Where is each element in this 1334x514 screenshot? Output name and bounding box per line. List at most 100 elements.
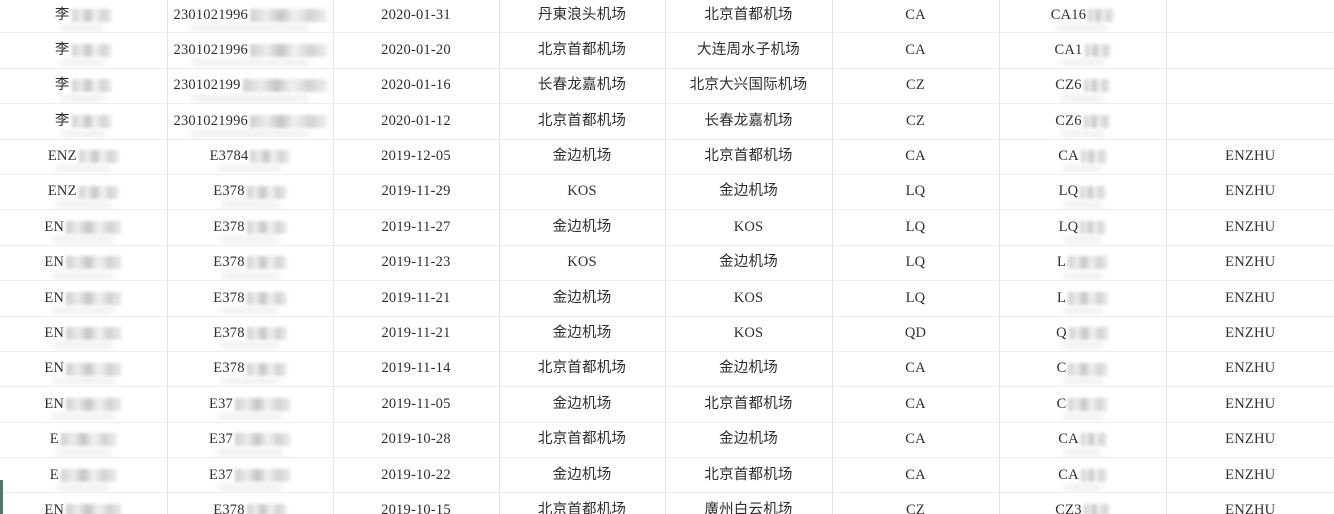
cell-destination: 北京首都机场 [665,457,833,494]
cell-date: 2020-01-31 [333,0,500,34]
cell-name: EN [0,245,168,282]
cell-operator [1166,68,1334,105]
cell-origin: 丹東浪头机场 [499,0,666,34]
cell-operator: ENZHU [1166,139,1334,175]
cell-id-number-text: E378 [213,501,245,514]
cell-date-text: 2020-01-31 [381,6,451,23]
table-row[interactable]: EN E378 2019-11-14 北京首都机场 金边机场 CA C ENZHU [0,351,1334,388]
cell-date: 2019-10-28 [333,422,500,459]
cell-origin-text: 长春龙嘉机场 [537,77,627,94]
cell-flight-no: CZ6 [999,68,1167,105]
table-row[interactable]: E E37 2019-10-28 北京首都机场 金边机场 CA CA ENZHU [0,422,1334,459]
cell-date-text: 2019-10-28 [381,431,451,448]
cell-id-number-text: 230102199 [173,77,241,94]
table-row[interactable]: 李 230102199 2020-01-16 长春龙嘉机场 北京大兴国际机场 CZ CZ6 [0,68,1334,105]
cell-name: ENZ [0,139,168,175]
cell-date-text: 2019-11-23 [381,254,451,271]
table-row[interactable]: ENZ E3784 2019-12-05 金边机场 北京首都机场 CA CA ENZHU [0,139,1334,175]
cell-origin: 北京首都机场 [499,492,666,514]
cell-name-text: ENZ [47,183,77,200]
cell-origin-text: KOS [567,183,597,200]
redaction-block [1068,291,1109,305]
cell-destination-text: 大连周水子机场 [697,41,800,58]
cell-destination: 金边机场 [665,245,833,282]
cell-id-number-text: E37 [209,395,233,412]
cell-flight-no-text: CZ3 [1055,501,1082,514]
table-row[interactable]: 李 2301021996 2020-01-12 北京首都机场 长春龙嘉机场 CZ CZ6 [0,103,1334,140]
cell-destination-text: 北京首都机场 [704,148,793,165]
cell-name: EN [0,316,168,352]
table-row[interactable]: EN E378 2019-11-21 金边机场 KOS QD Q ENZHU [0,316,1334,352]
cell-date-text: 2020-01-20 [381,41,451,58]
cell-flight-no: LQ [999,174,1167,211]
redaction-block [1083,114,1110,128]
cell-operator-text: ENZHU [1225,395,1276,412]
cell-origin-text: 北京首都机场 [537,360,627,377]
cell-date: 2019-10-22 [333,457,500,494]
cell-origin: 北京首都机场 [499,103,666,140]
redaction-block [66,291,123,305]
cell-operator-text: ENZHU [1225,360,1276,377]
cell-date: 2019-11-14 [333,351,500,388]
redaction-block [1068,362,1109,376]
redaction-block [250,114,327,128]
cell-name-text: 李 [54,6,70,23]
cell-name-text: 李 [54,77,70,94]
cell-name-text: EN [44,501,65,514]
cell-date-text: 2019-11-05 [381,395,451,412]
table-row[interactable]: 李 2301021996 2020-01-31 丹東浪头机场 北京首都机场 CA CA16 [0,0,1334,34]
cell-operator-text: ENZHU [1225,148,1276,165]
cell-airline: CZ [832,492,1000,514]
cell-date-text: 2020-01-12 [381,112,451,129]
cell-date: 2019-11-21 [333,316,500,352]
cell-flight-no-text: CA1 [1054,41,1083,58]
cell-destination-text: 长春龙嘉机场 [704,112,793,129]
cell-destination: KOS [665,209,833,246]
cell-airline: CA [832,386,1000,423]
cell-id-number-text: E3784 [209,148,249,165]
table-row[interactable]: EN E378 2019-11-27 金边机场 KOS LQ LQ ENZHU [0,209,1334,246]
table-row[interactable]: EN E378 2019-11-21 金边机场 KOS LQ L ENZHU [0,280,1334,317]
cell-flight-no: C [999,386,1167,423]
cell-flight-no: CA1 [999,32,1167,69]
cell-name: 李 [0,0,168,34]
cell-name-text: EN [44,218,65,235]
cell-airline: LQ [832,245,1000,282]
cell-destination-text: 北京首都机场 [704,466,793,483]
table-row[interactable]: EN E378 2019-11-23 KOS 金边机场 LQ L ENZHU [0,245,1334,282]
redaction-block [66,362,123,376]
redaction-block [1083,79,1110,93]
redaction-block [246,185,287,199]
cell-name: EN [0,386,168,423]
cell-name: ENZ [0,174,168,211]
cell-origin: 北京首都机场 [499,32,666,69]
redaction-block [78,185,119,199]
table-row[interactable]: 李 2301021996 2020-01-20 北京首都机场 大连周水子机场 CA CA1 [0,32,1334,69]
cell-airline: LQ [832,209,1000,246]
cell-id-number: E37 [167,457,334,494]
table-row[interactable]: EN E37 2019-11-05 金边机场 北京首都机场 CA C ENZHU [0,386,1334,423]
cell-flight-no: L [999,280,1167,317]
cell-operator-text: ENZHU [1225,325,1276,342]
table-row[interactable]: E E37 2019-10-22 金边机场 北京首都机场 CA CA ENZHU [0,457,1334,494]
cell-id-number: 2301021996 [167,32,334,69]
cell-flight-no: CZ6 [999,103,1167,140]
table-row[interactable]: ENZ E378 2019-11-29 KOS 金边机场 LQ LQ ENZHU [0,174,1334,211]
cell-origin: 金边机场 [499,209,666,246]
cell-date-text: 2019-10-15 [381,501,451,514]
cell-flight-no-text: CZ6 [1055,77,1082,94]
redaction-block [66,327,123,341]
cell-name: EN [0,280,168,317]
cell-name: 李 [0,32,168,69]
cell-origin: 北京首都机场 [499,422,666,459]
cell-date: 2020-01-16 [333,68,500,105]
cell-airline-text: CA [905,431,926,448]
cell-id-number-text: E378 [213,183,245,200]
cell-id-number-text: E37 [209,466,233,483]
redaction-block [1080,221,1107,235]
cell-origin-text: 北京首都机场 [537,501,627,514]
table-row[interactable]: EN E378 2019-10-15 北京首都机场 廣州白云机场 CZ CZ3 ENZHU [0,492,1334,514]
cell-airline-text: QD [904,325,927,342]
cell-destination-text: 廣州白云机场 [704,501,793,514]
